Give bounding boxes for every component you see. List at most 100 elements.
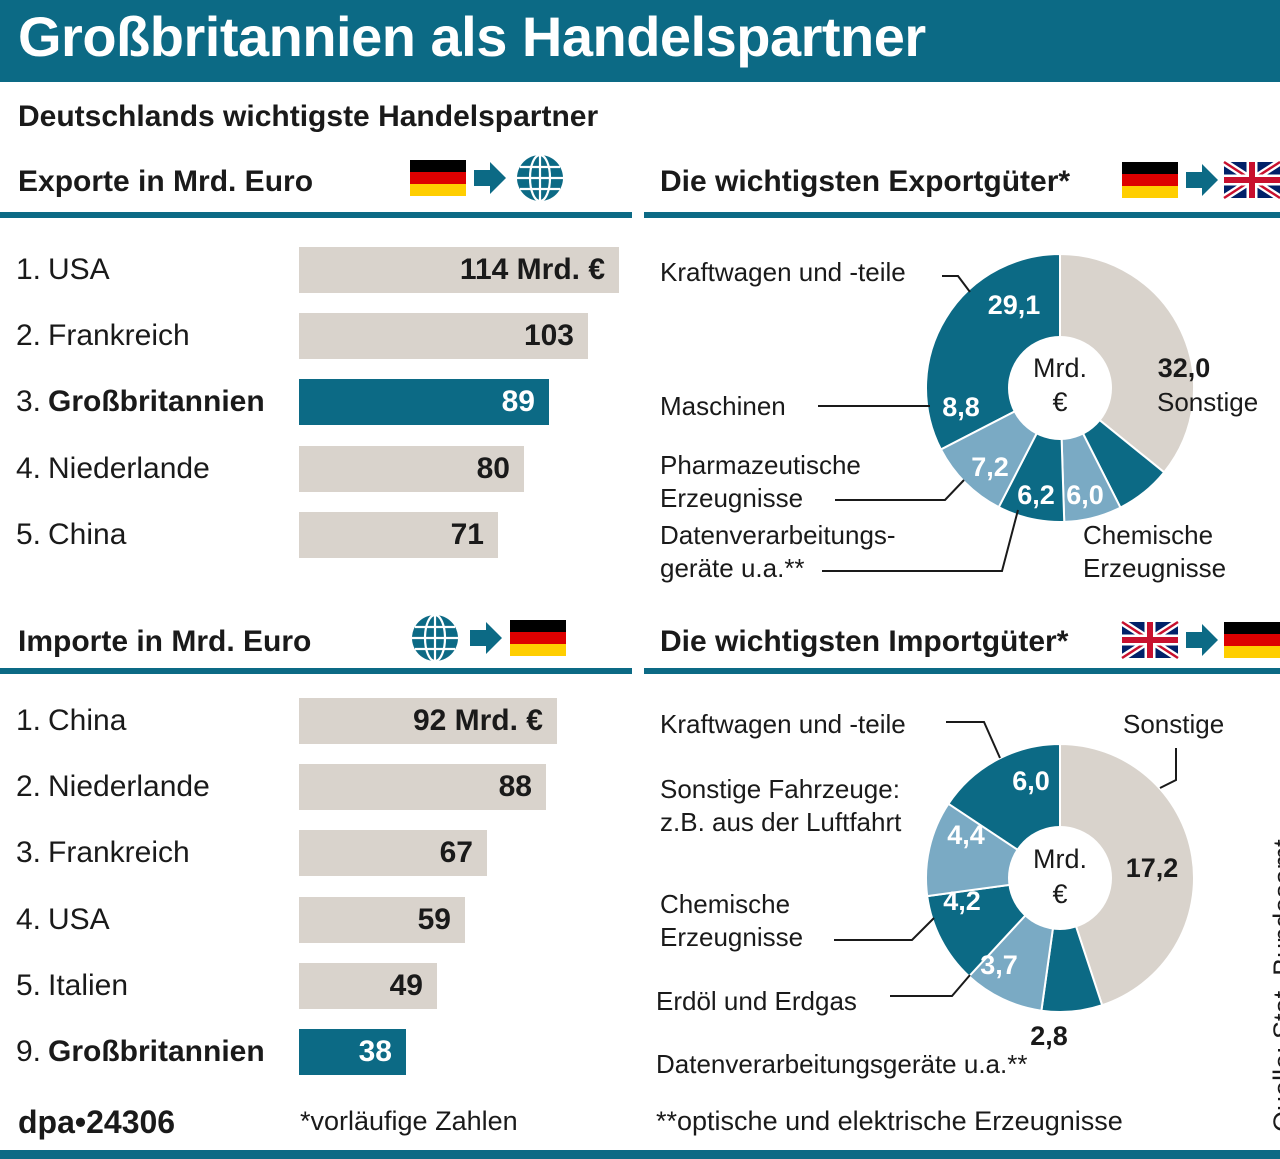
dpa-logo: dpa•24306 [18, 1104, 176, 1140]
leader-lines [818, 275, 1019, 572]
donut-hole [1008, 826, 1112, 930]
country-name: China [48, 704, 127, 737]
arrow-right-icon [1186, 164, 1218, 196]
export-pie-label-pharma-2: Erzeugnisse [660, 483, 804, 513]
arrow-right-icon [1186, 624, 1218, 656]
rank-number: 5. [16, 517, 42, 551]
pie-center-unit: Mrd. [1033, 353, 1087, 383]
pie-slice [1059, 742, 1195, 1007]
donut-hole [1008, 336, 1112, 440]
rank-number: 4. [16, 451, 42, 485]
export-goods-title: Die wichtigsten Exportgüter* [660, 165, 1071, 198]
bar-category-label: 1. USA [16, 253, 110, 287]
source-note: Quelle: Stat. Bundesamt [1268, 839, 1280, 1132]
exports-title: Exporte in Mrd. Euro [18, 165, 314, 198]
bar-category-label: 3. Frankreich [16, 836, 190, 870]
pie-value-label: 6,0 [1066, 480, 1104, 510]
pie-value-label: 6,2 [1017, 480, 1055, 510]
bar: 89 [299, 379, 549, 426]
leader-lines [834, 721, 1177, 997]
pie-value-label: 29,1 [988, 290, 1041, 320]
import-pie-label-sonstige: Sonstige [1123, 709, 1225, 739]
section-rule [644, 668, 1280, 674]
globe-icon [412, 613, 458, 663]
country-name: Niederlande [48, 770, 210, 804]
country-name: Frankreich [48, 836, 190, 870]
import-pie-label-fahrzeuge-1: Sonstige Fahrzeuge: [660, 774, 900, 804]
german-flag-icon [510, 620, 566, 656]
country-name: Großbritannien [48, 1035, 265, 1068]
pie-value-label: 6,0 [1012, 766, 1050, 796]
bar-category-label: 2. Frankreich [16, 319, 190, 353]
uk-flag-icon [1222, 159, 1280, 201]
bar-category-label: 5. China [16, 518, 126, 552]
import-pie-label-fahrzeuge-2: z.B. aus der Luftfahrt [660, 807, 902, 837]
bar-category-label: 4. USA [16, 903, 110, 937]
country-name: Niederlande [48, 451, 210, 485]
export-pie-label-kraftwagen: Kraftwagen und -teile [660, 257, 906, 287]
export-pie-label-sonstige: Sonstige [1157, 387, 1259, 417]
bar-value-label: 38 [358, 1035, 392, 1068]
section-rule [0, 212, 632, 218]
bar: 103 [299, 313, 588, 360]
import-goods-header-icons [1120, 619, 1280, 661]
bar: 92 Mrd. € [299, 698, 557, 744]
bar-category-label: 2. Niederlande [16, 770, 210, 804]
export-pie-label-maschinen: Maschinen [660, 391, 786, 421]
country-name: Großbritannien [48, 385, 265, 419]
bar: 71 [299, 511, 498, 558]
bar-value-label: 49 [389, 968, 423, 1002]
section-rule [0, 668, 632, 674]
bar-category-label: 9. Großbritannien [16, 1035, 265, 1069]
bar-value-label: 59 [417, 902, 451, 936]
import-goods-title: Die wichtigsten Importgüter* [660, 625, 1069, 658]
bar-value-label: 67 [439, 836, 473, 870]
export-pie-label-pharma-1: Pharmazeutische [660, 450, 861, 480]
bar-category-label: 3. Großbritannien [16, 385, 265, 419]
country-name: USA [48, 902, 110, 936]
bottom-rule [0, 1150, 1280, 1159]
pie-center-unit: Mrd. [1033, 844, 1087, 874]
bar-value-label: 103 [523, 319, 574, 353]
arrow-right-icon [470, 622, 502, 654]
bar-value-label: 89 [501, 385, 535, 419]
title-bar [0, 0, 1280, 82]
pie-center-currency: € [1052, 879, 1067, 909]
bar-category-label: 1. China [16, 704, 126, 738]
rank-number: 2. [16, 770, 42, 804]
country-name: Italien [48, 968, 129, 1002]
subtitle: Deutschlands wichtigste Handelspartner [18, 100, 599, 133]
bar-value-label: 80 [476, 451, 510, 485]
bar-value-label: 92 Mrd. € [412, 704, 543, 737]
imports-title: Importe in Mrd. Euro [18, 625, 312, 658]
country-name: USA [48, 253, 110, 286]
pie-value-label: 32,0 [1158, 353, 1211, 383]
pie-value-label: 4,2 [943, 886, 981, 916]
export-pie-label-chem-1: Chemische [1083, 520, 1214, 550]
german-flag-icon [1224, 622, 1280, 658]
rank-number: 5. [16, 968, 42, 1002]
exports-header-icons [410, 153, 563, 203]
import-pie-label-erdoel: Erdöl und Erdgas [656, 986, 857, 1016]
bar-value-label: 88 [498, 770, 532, 804]
pie-value-label: 17,2 [1126, 853, 1179, 883]
rank-number: 2. [16, 319, 42, 353]
pie-center-currency: € [1052, 387, 1067, 417]
bar: 38 [299, 1029, 406, 1075]
pie-value-label: 7,2 [971, 452, 1009, 482]
globe-icon [517, 153, 563, 203]
bar: 80 [299, 445, 524, 492]
imports-header-icons [412, 613, 566, 663]
german-flag-icon [1122, 162, 1178, 198]
pie-value-label: 4,4 [947, 820, 985, 850]
footnote-preliminary: *vorläufige Zahlen [300, 1106, 518, 1136]
bar: 59 [299, 896, 465, 943]
bar-value-label: 71 [450, 517, 484, 551]
export-goods-header-icons [1122, 159, 1280, 201]
bar: 88 [299, 764, 546, 811]
export-pie-label-daten-2: geräte u.a.** [660, 553, 805, 583]
pie-value-label: 3,7 [980, 950, 1018, 980]
footnote-optical: **optische und elektrische Erzeugnisse [656, 1106, 1123, 1136]
